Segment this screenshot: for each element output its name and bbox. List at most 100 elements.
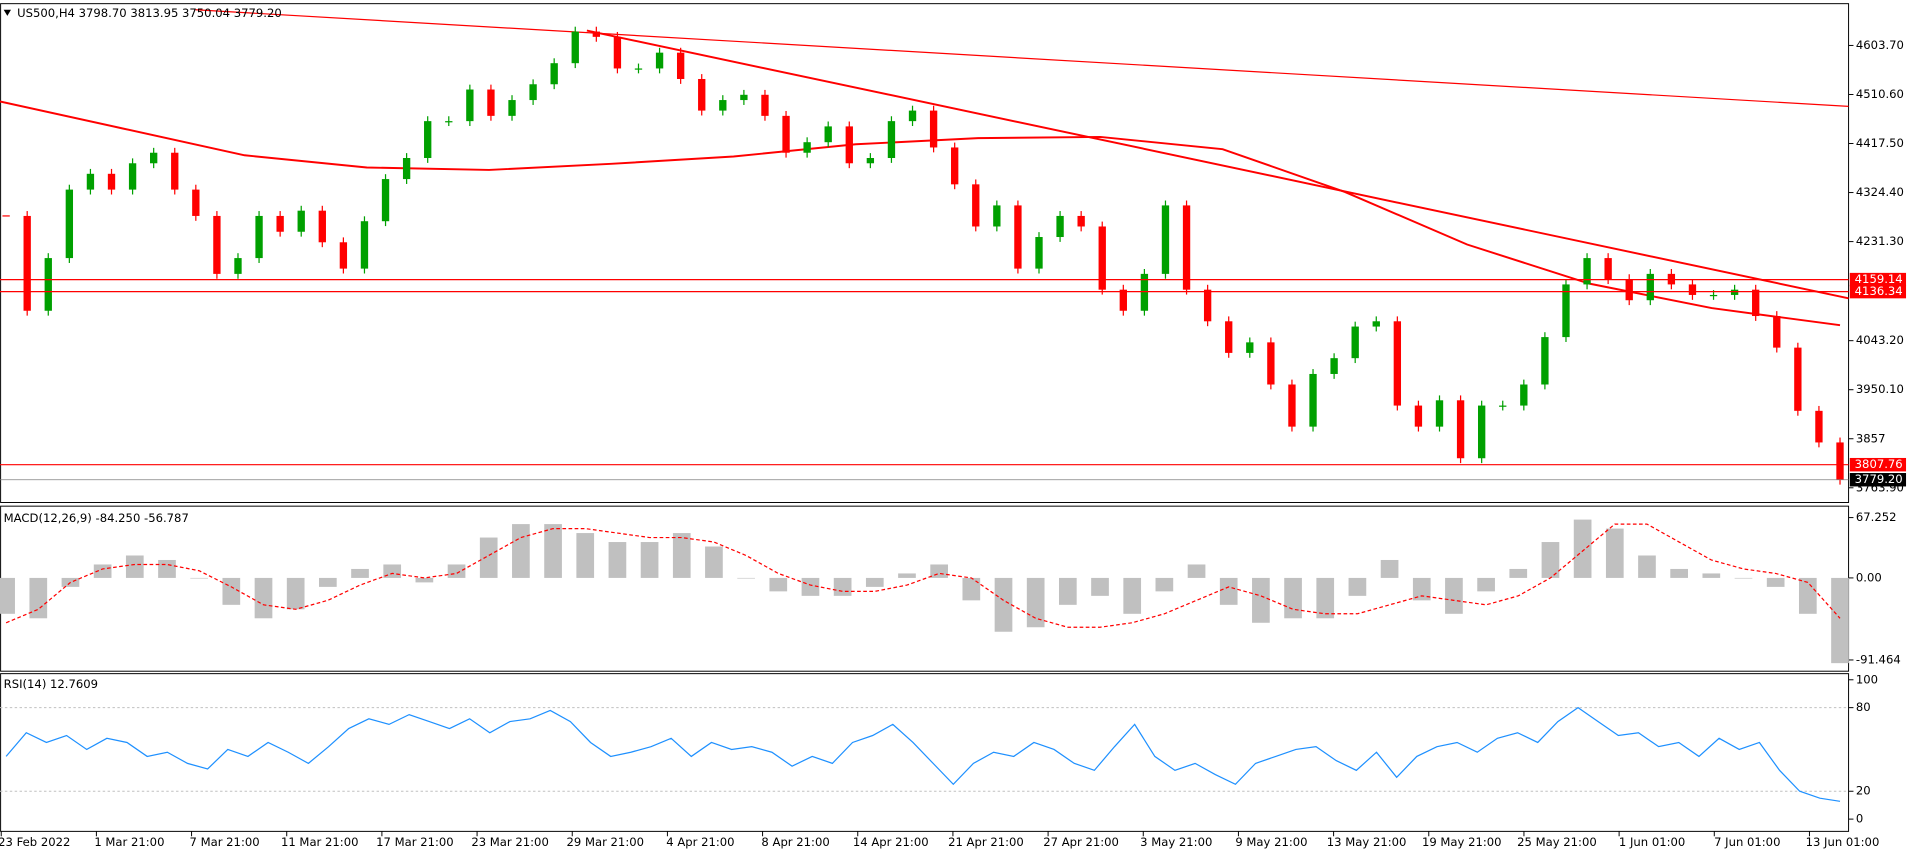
- macd-bar: [1445, 577, 1463, 614]
- level-tag: [1849, 272, 1907, 287]
- y-tick-label: 0: [1856, 812, 1863, 826]
- macd-bar: [1412, 577, 1431, 601]
- x-tick-label: 1 Mar 21:00: [94, 835, 164, 849]
- collapse-arrow[interactable]: [3, 9, 12, 16]
- candle: [2, 215, 10, 217]
- macd-bar: [1058, 577, 1077, 605]
- macd-bar: [1284, 577, 1302, 619]
- macd-bar: [544, 524, 562, 578]
- macd-bar: [190, 577, 209, 579]
- macd-bar: [640, 542, 659, 578]
- level-label: 3807.76: [1855, 457, 1903, 471]
- macd-bar: [898, 573, 916, 578]
- macd-bar: [319, 577, 337, 587]
- y-tick-label: 3857: [1856, 431, 1886, 445]
- macd-bar: [1702, 573, 1721, 578]
- y-tick-label: 4510.60: [1856, 87, 1904, 101]
- macd-bar: [512, 524, 530, 578]
- y-tick-label: 100: [1856, 672, 1878, 686]
- macd-bar: [1831, 577, 1849, 664]
- y-tick-label: 4043.20: [1856, 333, 1904, 347]
- macd-bar: [737, 577, 755, 579]
- macd-bar: [1380, 559, 1399, 578]
- macd-bar: [1477, 577, 1495, 592]
- macd-bar: [1509, 568, 1528, 578]
- trend-line: [586, 29, 1849, 300]
- macd-bar: [1091, 577, 1109, 596]
- macd-signal: [5, 523, 1841, 628]
- macd-bar: [1187, 564, 1206, 578]
- level-tag: [1849, 457, 1907, 472]
- macd-title: MACD(12,26,9) -84.250 -56.787: [4, 511, 189, 525]
- x-tick-label: 3 May 21:00: [1140, 835, 1212, 849]
- macd-bar: [125, 555, 144, 578]
- y-tick-label: 0.00: [1856, 570, 1882, 584]
- macd-bar: [479, 537, 498, 578]
- macd-bar: [0, 577, 15, 614]
- macd-bar: [608, 542, 627, 578]
- x-tick-label: 23 Mar 21:00: [471, 835, 549, 849]
- rsi-title: RSI(14) 12.7609: [4, 677, 98, 691]
- macd-bar: [769, 577, 788, 592]
- level-label: 4159.14: [1855, 272, 1903, 286]
- macd-bar: [1670, 568, 1688, 578]
- level-tag: [1849, 284, 1907, 299]
- macd-bar: [158, 559, 176, 578]
- macd-bar: [1734, 577, 1753, 579]
- macd-bar: [672, 533, 691, 578]
- macd-bar: [1573, 519, 1592, 578]
- x-tick-label: 13 Jun 01:00: [1806, 835, 1880, 849]
- macd-bar: [254, 577, 273, 619]
- macd-bar: [351, 568, 369, 578]
- rsi-panel: [0, 673, 1850, 832]
- y-tick-label: 4417.50: [1856, 136, 1904, 150]
- x-tick-label: 1 Jun 01:00: [1619, 835, 1685, 849]
- y-tick-label: 4603.70: [1856, 38, 1904, 52]
- x-tick-label: 29 Mar 21:00: [566, 835, 644, 849]
- x-tick-label: 8 Apr 21:00: [761, 835, 829, 849]
- macd-bar: [930, 564, 948, 578]
- x-tick-label: 21 Apr 21:00: [948, 835, 1024, 849]
- rsi-line: [5, 706, 1841, 802]
- x-tick-label: 4 Apr 21:00: [666, 835, 734, 849]
- macd-bar: [286, 577, 305, 610]
- macd-bar: [833, 577, 852, 596]
- macd-bar: [1605, 528, 1624, 578]
- x-tick-label: 27 Apr 21:00: [1043, 835, 1119, 849]
- macd-bar: [801, 577, 820, 596]
- macd-bar: [222, 577, 241, 605]
- y-tick-label: 67.252: [1856, 510, 1897, 524]
- x-tick-label: 14 Apr 21:00: [853, 835, 929, 849]
- price-panel: [0, 3, 1850, 503]
- x-tick-label: 23 Feb 2022: [0, 835, 70, 849]
- y-tick-label: 3950.10: [1856, 382, 1904, 396]
- x-tick-label: 25 May 21:00: [1517, 835, 1597, 849]
- y-tick-label: 4324.40: [1856, 185, 1904, 199]
- y-tick-label: -91.464: [1856, 652, 1901, 666]
- x-tick-label: 11 Mar 21:00: [281, 835, 359, 849]
- macd-bar: [576, 533, 595, 578]
- macd-bar: [962, 577, 981, 601]
- x-tick-label: 9 May 21:00: [1235, 835, 1307, 849]
- y-tick-label: 20: [1856, 784, 1871, 798]
- macd-bar: [1252, 577, 1270, 623]
- x-tick-label: 17 Mar 21:00: [376, 835, 454, 849]
- x-tick-label: 7 Jun 01:00: [1714, 835, 1780, 849]
- macd-bar: [1638, 555, 1656, 578]
- chart-title: US500,H4 3798.70 3813.95 3750.04 3779.20: [17, 6, 282, 20]
- last-price-label: 3779.20: [1855, 472, 1903, 486]
- trend-line: [195, 9, 1849, 107]
- macd-bar: [1348, 577, 1367, 596]
- x-tick-label: 7 Mar 21:00: [190, 835, 260, 849]
- macd-bar: [447, 564, 466, 578]
- y-tick-label: 80: [1856, 700, 1871, 714]
- macd-bar: [29, 577, 48, 619]
- macd-bar: [1766, 577, 1785, 587]
- y-tick-label: 4231.30: [1856, 234, 1904, 248]
- moving-average: [0, 100, 1841, 327]
- macd-bar: [1123, 577, 1142, 614]
- macd-bar: [1316, 577, 1335, 619]
